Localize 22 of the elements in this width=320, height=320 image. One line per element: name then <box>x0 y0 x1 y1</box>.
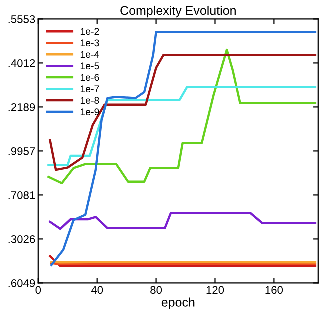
x-axis-title: epoch <box>162 298 195 310</box>
text: .3026 <box>8 235 36 244</box>
chart-title: Complexity Evolution <box>120 6 236 18</box>
legend-label: 1e-3 <box>80 40 100 47</box>
legend-label: 1e-4 <box>80 51 100 58</box>
x-tick-label: 120 <box>206 286 224 294</box>
x-tick-label: 0 <box>36 286 42 294</box>
legend-label: 1e-2 <box>80 28 100 36</box>
legend-label: 1e-5 <box>80 62 100 70</box>
text: .9957 <box>8 147 36 156</box>
legend-label: 1e-9 <box>80 108 100 116</box>
x-tick-label: 40 <box>91 286 104 294</box>
legend-label: 1e-6 <box>80 74 100 82</box>
x-tick-label: 160 <box>266 286 284 294</box>
legend-label: 1e-7 <box>80 86 100 93</box>
text: .5553 <box>8 15 36 24</box>
text: .4012 <box>8 59 36 68</box>
text: .2189 <box>8 103 36 112</box>
x-tick-label: 80 <box>150 286 162 294</box>
legend-label: 1e-8 <box>80 97 100 104</box>
text: .7081 <box>8 191 36 200</box>
text: .6049 <box>8 279 36 288</box>
